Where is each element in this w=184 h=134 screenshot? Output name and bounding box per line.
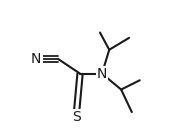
Text: N: N xyxy=(97,67,107,81)
Text: N: N xyxy=(31,52,41,66)
Text: S: S xyxy=(72,110,80,124)
